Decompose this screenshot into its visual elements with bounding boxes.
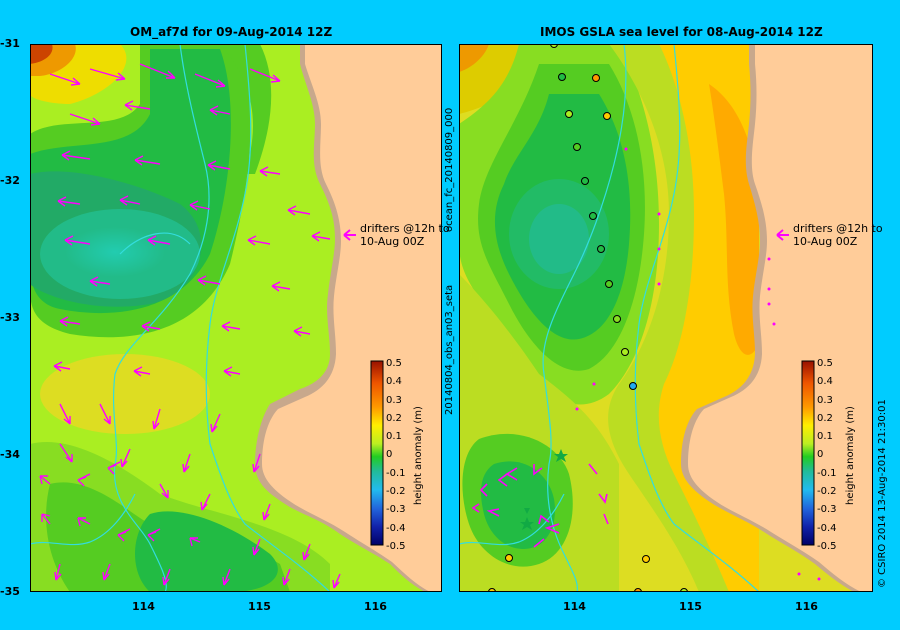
colorbar-tick-label: 0.1	[817, 431, 833, 443]
x-tick-label: 116	[795, 600, 818, 613]
x-tick-label: 114	[563, 600, 586, 613]
y-tick-label: -33	[0, 311, 20, 324]
colorbar-tick-label: 0.5	[386, 358, 402, 369]
colorbar-tick-label: -0.2	[817, 486, 837, 498]
colorbar-tick-label: -0.4	[817, 522, 837, 534]
drifter-note-line1: drifters @12h to	[360, 222, 450, 235]
colorbar-tick-label: 0.3	[386, 394, 402, 406]
analysis-run-label: 20140804_obs_an03_seta	[444, 284, 455, 415]
colorbar-tick-label: -0.1	[386, 467, 406, 479]
y-tick-label: -34	[0, 448, 20, 461]
right-map-panel	[459, 44, 873, 592]
left-colorbar-ticks: 0.5 0.4 0.3 0.2 0.1 0 -0.1 -0.2 -0.3 -0.…	[386, 355, 406, 556]
drifter-positions	[488, 44, 688, 592]
bathymetry-contours	[459, 44, 760, 592]
colorbar-tick-label: 0	[817, 449, 824, 461]
colorbar-tick-label: -0.2	[386, 486, 406, 498]
x-tick-label: 115	[248, 600, 271, 613]
colorbar-tick-label: 0.2	[386, 412, 402, 424]
land	[688, 44, 873, 592]
drifter-arrows	[39, 63, 341, 589]
drifter-dots	[575, 147, 821, 581]
drifter-note-line2: 10-Aug 00Z	[793, 235, 858, 248]
land	[262, 44, 442, 592]
right-panel-title: IMOS GSLA sea level for 08-Aug-2014 12Z	[540, 25, 823, 39]
x-tick-label: 115	[679, 600, 702, 613]
forecast-run-label: ocean_fc_20140809_000	[444, 107, 455, 232]
left-colorbar-label: height anomaly (m)	[413, 406, 424, 505]
colorbar-tick-label: 0.4	[386, 376, 402, 388]
right-colorbar-ticks: 0.5 0.4 0.3 0.2 0.1 0 -0.1 -0.2 -0.3 -0.…	[817, 355, 837, 556]
y-tick-label: -31	[0, 37, 20, 50]
colorbar-tick-label: -0.5	[386, 540, 406, 552]
colorbar-tick-label: 0.4	[817, 376, 833, 388]
drifter-stars	[520, 449, 568, 530]
colorbar-tick-label: -0.1	[817, 467, 837, 479]
copyright-footer: © CSIRO 2014 13-Aug-2014 21:30:01	[877, 399, 888, 588]
anomaly-field	[30, 44, 330, 592]
colorbar-tick-label: 0.3	[817, 394, 833, 406]
panel-frame	[30, 44, 442, 592]
colorbar-tick-label: 0.5	[817, 358, 833, 369]
colorbar-tick-label: -0.5	[817, 540, 837, 552]
x-tick-label: 116	[364, 600, 387, 613]
colorbar-tick-label: 0	[386, 449, 393, 461]
drifter-arrows	[471, 463, 609, 548]
bathymetry-contours	[30, 44, 331, 592]
drifter-note-line1: drifters @12h to	[793, 222, 883, 235]
colorbar-tick-label: -0.3	[817, 504, 837, 516]
anomaly-field	[459, 44, 759, 592]
drifter-note-arrow	[343, 229, 356, 241]
right-colorbar-label: height anomaly (m)	[845, 406, 856, 505]
drifter-note-line2: 10-Aug 00Z	[360, 235, 425, 248]
colorbar-tick-label: 0.1	[386, 431, 402, 443]
x-tick-label: 114	[132, 600, 155, 613]
y-tick-label: -32	[0, 174, 20, 187]
panel-frame	[459, 44, 873, 592]
left-colorbar	[370, 360, 384, 546]
colorbar-tick-label: -0.4	[386, 522, 406, 534]
colorbar-tick-label: 0.2	[817, 412, 833, 424]
right-colorbar	[801, 360, 815, 546]
y-tick-label: -35	[0, 585, 20, 598]
left-panel-title: OM_af7d for 09-Aug-2014 12Z	[130, 25, 333, 39]
left-map-panel	[30, 44, 442, 592]
drifter-note-arrow	[776, 229, 789, 241]
colorbar-tick-label: -0.3	[386, 504, 406, 516]
